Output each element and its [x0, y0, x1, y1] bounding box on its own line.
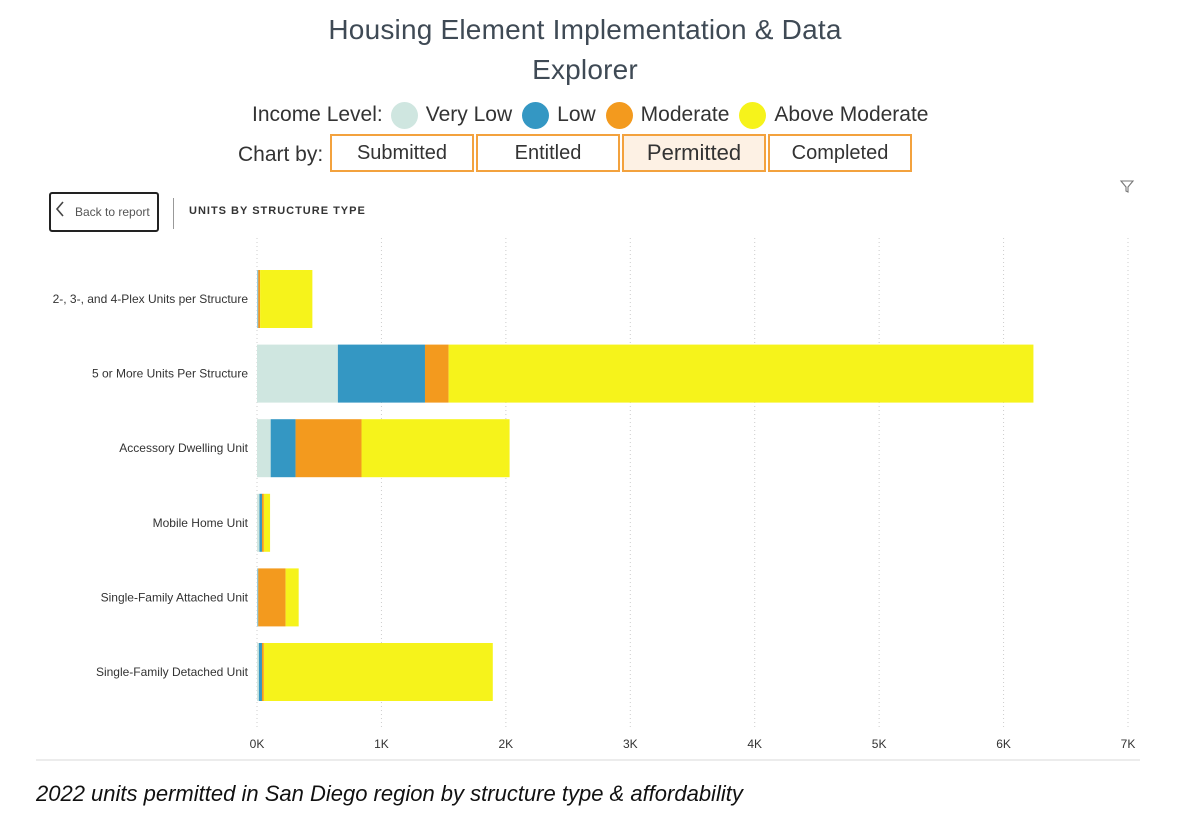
legend-item-low: Low [522, 101, 596, 129]
title-line-2: Explorer [532, 54, 638, 85]
tab-permitted[interactable]: Permitted [622, 134, 766, 172]
legend-item-above-moderate: Above Moderate [739, 101, 929, 129]
bar-segment-low [259, 493, 262, 552]
x-tick-label: 6K [996, 737, 1011, 751]
bar-segment-very-low [257, 270, 258, 328]
bar-segment-very-low [257, 493, 260, 552]
income-legend: Income Level: Very Low Low Moderate Abov… [252, 98, 939, 132]
chart-by-label: Chart by: [238, 143, 324, 166]
bar-segment-low [257, 568, 259, 627]
bar-segment-low [257, 270, 259, 328]
page-title: Housing Element Implementation & Data Ex… [285, 10, 885, 90]
back-to-report-button[interactable]: Back to report [49, 192, 159, 232]
stacked-bar-chart: 0K 1K 2K 3K 4K 5K 6K 7K 2-, 3-, and 4-Plex Units… [36, 238, 1140, 761]
legend-text-very-low: Very Low [425, 103, 513, 126]
legend-swatch-low [522, 101, 550, 129]
visual-title: UNITS BY STRUCTURE TYPE [189, 205, 366, 217]
chart-by-tabs: Submitted Entitled Permitted Completed [330, 134, 914, 172]
x-tick-label: 2K [499, 737, 514, 751]
title-line-1: Housing Element Implementation & Data [328, 14, 842, 45]
toolbar-divider [173, 198, 174, 229]
filter-icon[interactable] [1119, 178, 1135, 199]
category-label: Single-Family Attached Unit [101, 590, 249, 604]
bar-segment-very-low [257, 344, 338, 403]
legend-item-very-low: Very Low [390, 101, 513, 129]
legend-swatch-moderate [605, 101, 633, 129]
bar-segment-above-moderate [260, 270, 313, 328]
category-label: 5 or More Units Per Structure [92, 367, 248, 381]
x-tick-label: 0K [250, 737, 265, 751]
bar-segment-low [258, 643, 262, 701]
legend-text-above-moderate: Above Moderate [774, 103, 929, 126]
x-tick-label: 4K [747, 737, 762, 751]
figure-caption: 2022 units permitted in San Diego region… [36, 781, 743, 806]
bar-segment-moderate [424, 344, 449, 403]
bar-segment-low [337, 344, 425, 403]
bar-segment-low [270, 419, 296, 478]
back-to-report-label: Back to report [75, 205, 150, 219]
bar-segment-above-moderate [285, 568, 299, 627]
bar-segment-moderate [295, 419, 362, 478]
legend-swatch-above-moderate [739, 101, 767, 129]
category-label: Single-Family Detached Unit [96, 665, 249, 679]
bar-segment-moderate [258, 568, 286, 627]
legend-text-low: Low [557, 103, 596, 126]
legend-text-moderate: Moderate [640, 103, 730, 126]
x-tick-label: 3K [623, 737, 638, 751]
category-label: Mobile Home Unit [153, 516, 249, 530]
chevron-left-icon [55, 200, 65, 224]
bar-segment-very-low [257, 419, 271, 478]
bar-segment-moderate [261, 493, 264, 552]
bar-segment-very-low [257, 568, 258, 627]
bar-segment-moderate [258, 270, 261, 328]
bar-segment-above-moderate [263, 643, 493, 701]
x-tick-label: 5K [872, 737, 887, 751]
x-tick-label: 7K [1121, 737, 1136, 751]
legend-label: Income Level: [252, 103, 383, 126]
bar-segment-moderate [261, 643, 264, 701]
x-tick-label: 1K [374, 737, 389, 751]
tab-completed[interactable]: Completed [768, 134, 912, 172]
legend-item-moderate: Moderate [605, 101, 730, 129]
bar-segment-above-moderate [263, 493, 271, 552]
category-label: Accessory Dwelling Unit [119, 441, 248, 455]
tab-submitted[interactable]: Submitted [330, 134, 474, 172]
category-label: 2-, 3-, and 4-Plex Units per Structure [53, 292, 249, 306]
legend-swatch-very-low [390, 101, 418, 129]
tab-entitled[interactable]: Entitled [476, 134, 620, 172]
bar-segment-above-moderate [448, 344, 1034, 403]
bar-segment-very-low [257, 643, 259, 701]
bar-segment-above-moderate [361, 419, 510, 478]
